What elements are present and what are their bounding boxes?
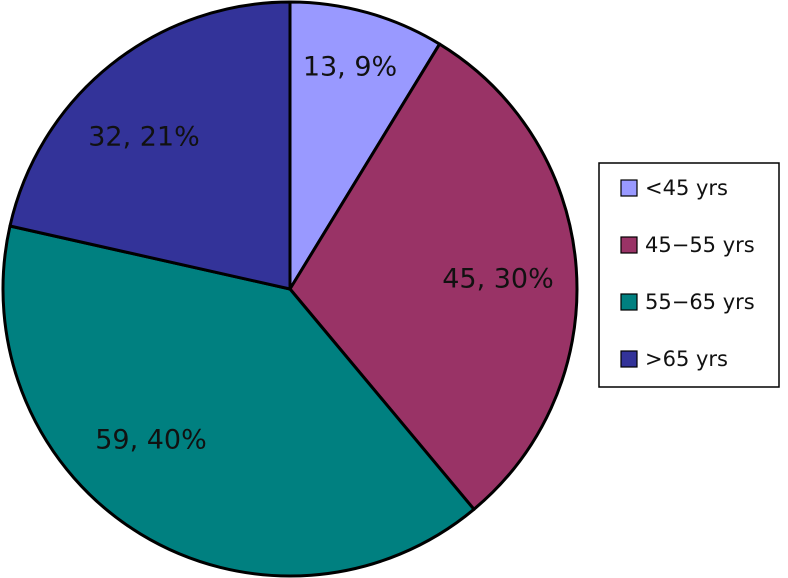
legend-swatch-55-65-yrs: [620, 293, 638, 311]
data-label-under-45-yrs: 13, 9%: [303, 52, 397, 83]
legend-swatch-under-45-yrs: [620, 179, 638, 197]
pie-data-labels: 13, 9% 45, 30% 59, 40% 32, 21%: [88, 52, 554, 456]
legend-swatch-over-65-yrs: [620, 350, 638, 368]
data-label-55-65-yrs: 59, 40%: [95, 425, 207, 456]
pie-slices: [1, 0, 579, 578]
legend-label-under-45-yrs: <45 yrs: [645, 176, 728, 200]
legend-label-55-65-yrs: 55−65 yrs: [645, 290, 755, 314]
data-label-45-55-yrs: 45, 30%: [442, 264, 554, 295]
data-label-over-65-yrs: 32, 21%: [88, 122, 200, 153]
pie-slice-45-55-yrs: [288, 42, 579, 511]
pie-slice-55-65-yrs: [1, 224, 476, 578]
pie-slice-over-65-yrs: [8, 0, 292, 291]
legend-label-45-55-yrs: 45−55 yrs: [645, 233, 755, 257]
legend-frame: [598, 162, 780, 388]
pie-slice-under-45-yrs: [288, 0, 442, 291]
legend: <45 yrs 45−55 yrs 55−65 yrs >65 yrs: [598, 162, 780, 388]
legend-swatch-45-55-yrs: [620, 236, 638, 254]
legend-label-over-65-yrs: >65 yrs: [645, 347, 728, 371]
